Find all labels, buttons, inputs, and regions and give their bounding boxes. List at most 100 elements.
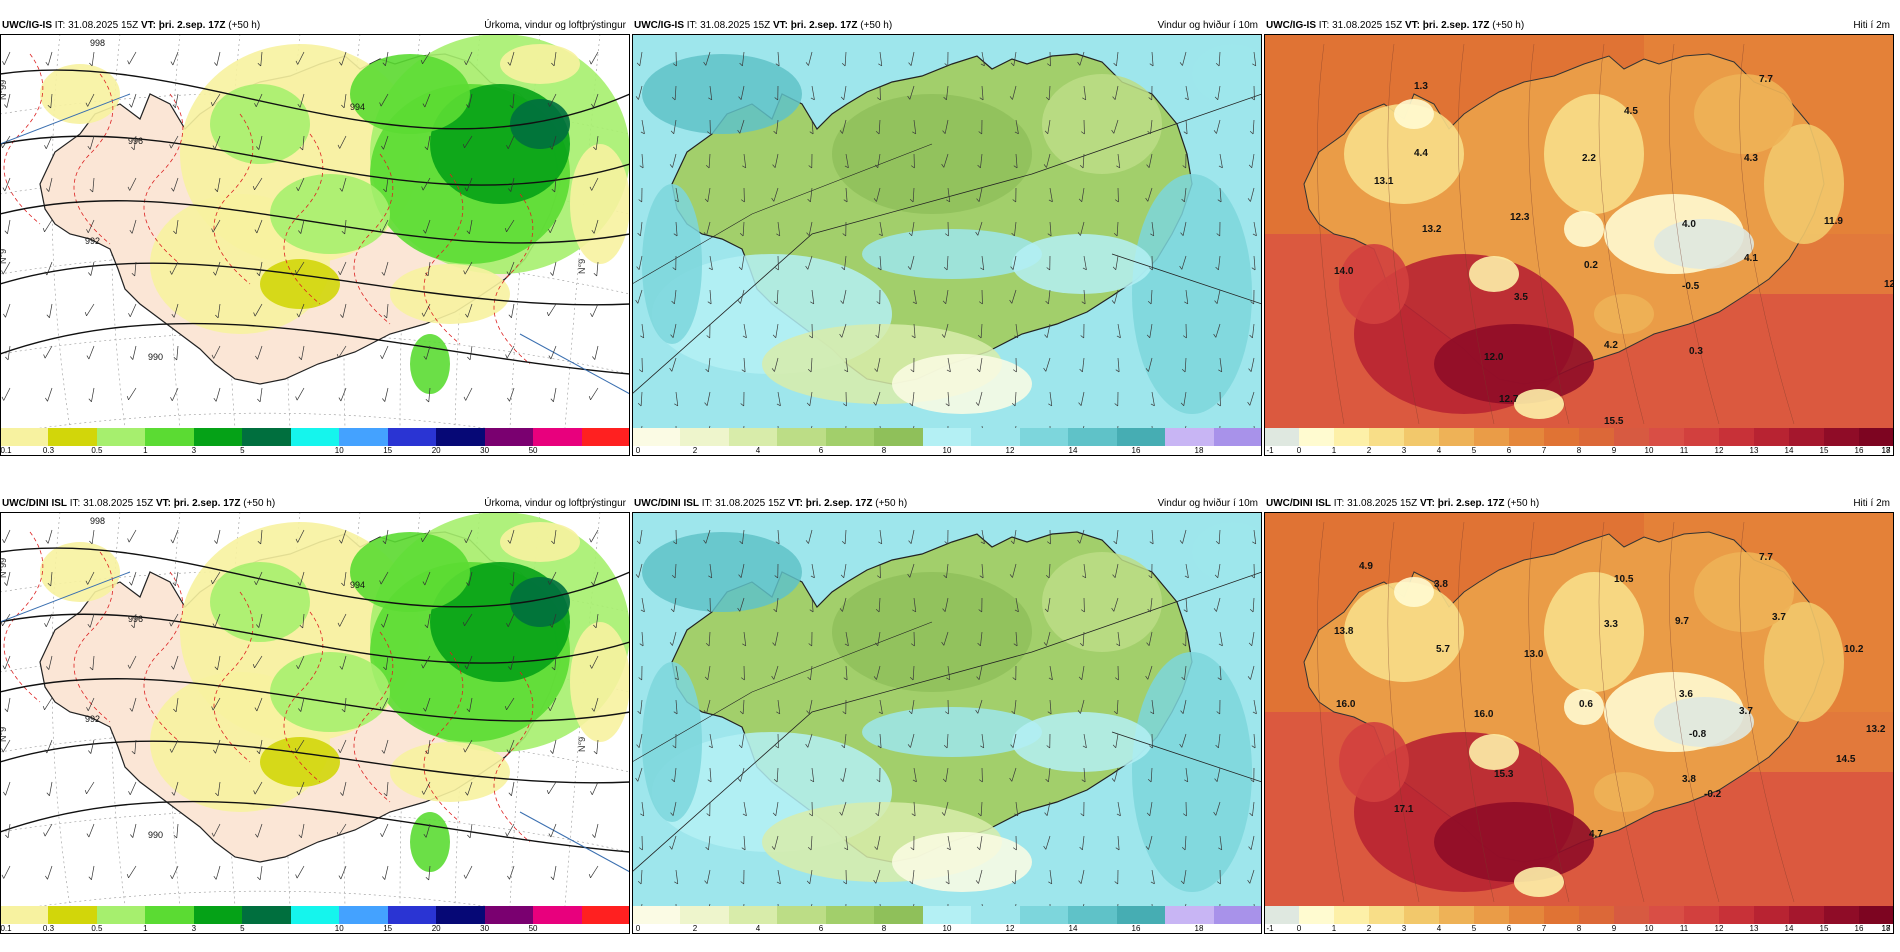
temperature-value-label: 4.1 [1744,253,1758,264]
run-info: UWC/DINI ISL IT: 31.08.2025 15Z VT: þri.… [2,496,275,512]
panel-header: UWC/DINI ISL IT: 31.08.2025 15Z VT: þri.… [0,496,630,512]
panel-header: UWC/IG-IS IT: 31.08.2025 15Z VT: þri. 2.… [632,18,1262,34]
temperature-value-label: 14.5 [1836,754,1856,765]
legend-tick-label: 18 [1882,924,1891,934]
map-svg [632,512,1262,906]
color-swatch [533,428,581,446]
temperature-value-label: -0.5 [1682,281,1700,292]
legend-tick-label: 10 [335,924,344,934]
run-info: UWC/IG-IS IT: 31.08.2025 15Z VT: þri. 2.… [1266,18,1524,34]
legend-tick-label: 5 [240,924,244,934]
color-swatch [1439,428,1474,446]
legend-tick-label: 3 [192,924,196,934]
panel-title: Vindur og hviður í 10m [1158,18,1258,34]
color-swatch [1264,428,1299,446]
legend-tick-label: 11 [1680,924,1688,934]
run-info: UWC/DINI ISL IT: 31.08.2025 15Z VT: þri.… [634,496,907,512]
color-swatch [291,906,339,924]
temperature-value-label: -0.2 [1704,789,1722,800]
color-swatch [145,906,193,924]
legend-tick-label: 3 [1402,446,1406,456]
legend-tick-label: 4 [756,924,760,934]
valid-time: VT: þri. 2.sep. 17Z [788,498,872,509]
panel-title: Úrkoma, vindur og loftþrýstingur [484,496,626,512]
temperature-value-label: 15.3 [1494,769,1514,780]
legend-tick-label: 12 [1006,446,1015,456]
temperature-value-label: 17.1 [1394,804,1414,815]
isobar-label: 992 [85,236,100,246]
color-swatch [1369,906,1404,924]
color-swatch [0,906,48,924]
legend-tick-label: 10 [335,446,344,456]
color-swatch [339,428,387,446]
legend-tick-label: 4 [756,446,760,456]
temperature-value-label: 0.2 [1584,260,1598,271]
color-swatch [1719,906,1754,924]
legend-tick-label: 6 [1507,446,1511,456]
color-swatch [923,428,971,446]
color-swatch [1404,906,1439,924]
legend-tick-label: 5 [1472,924,1476,934]
issue-time: IT: 31.08.2025 15Z [687,20,770,31]
latitude-label: N°9 [577,737,587,752]
latitude-label: N°99 [0,80,8,100]
color-swatch [874,428,922,446]
temperature-value-label: 16.0 [1474,709,1494,720]
legend-tick-label: -1 [1266,924,1273,934]
panel-title: Vindur og hviður í 10m [1158,496,1258,512]
color-swatch [1068,428,1116,446]
panel-precip-row1: UWC/IG-IS IT: 31.08.2025 15Z VT: þri. 2.… [0,18,630,474]
temperature-value-label: 0.6 [1579,699,1593,710]
legend-tick-label: 0.1 [0,446,11,456]
color-swatch [1859,428,1894,446]
panel-precip-row2: UWC/DINI ISL IT: 31.08.2025 15Z VT: þri.… [0,496,630,952]
valid-time: VT: þri. 2.sep. 17Z [773,20,857,31]
color-swatch [436,428,484,446]
legend-tick-label: 14 [1069,924,1078,934]
panel-temp-row1: UWC/IG-IS IT: 31.08.2025 15Z VT: þri. 2.… [1264,18,1894,474]
issue-time: IT: 31.08.2025 15Z [55,20,138,31]
color-swatch [729,428,777,446]
temperature-value-label: 10.2 [1844,644,1864,655]
panel-title: Úrkoma, vindur og loftþrýstingur [484,18,626,34]
legend-tick-label: 15 [383,446,392,456]
color-swatch [1068,906,1116,924]
legend-tick-label: 3 [192,446,196,456]
run-info: UWC/IG-IS IT: 31.08.2025 15Z VT: þri. 2.… [634,18,892,34]
legend-tick-label: 20 [432,924,441,934]
legend-tick-label: 7 [1542,446,1546,456]
color-swatches [1264,906,1894,924]
legend-tick-label: 50 [529,924,538,934]
legend-tick-label: 50 [529,446,538,456]
temperature-value-label: 4.9 [1359,561,1373,572]
color-swatch [1719,428,1754,446]
legend-tick-label: 9 [1612,924,1616,934]
temperature-field [1264,34,1894,428]
isobar-label: 992 [85,714,100,724]
color-swatches [632,906,1262,924]
legend-tick-label: 18 [1195,446,1204,456]
color-swatch [1789,906,1824,924]
legend-tick-label: 18 [1882,446,1891,456]
color-swatch [388,906,436,924]
model-name: UWC/IG-IS [1266,20,1316,31]
color-swatch [485,428,533,446]
color-swatch [1614,906,1649,924]
color-swatch [1404,428,1439,446]
legend-tick-label: 15 [1820,924,1829,934]
legend-tick-label: 15 [383,924,392,934]
color-swatches [632,428,1262,446]
isobar-label: 998 [90,516,105,526]
color-swatch [339,906,387,924]
panel-wind-row1: UWC/IG-IS IT: 31.08.2025 15Z VT: þri. 2.… [632,18,1262,474]
color-swatch [1117,428,1165,446]
legend-tick-label: 14 [1069,446,1078,456]
color-swatch [1214,906,1262,924]
